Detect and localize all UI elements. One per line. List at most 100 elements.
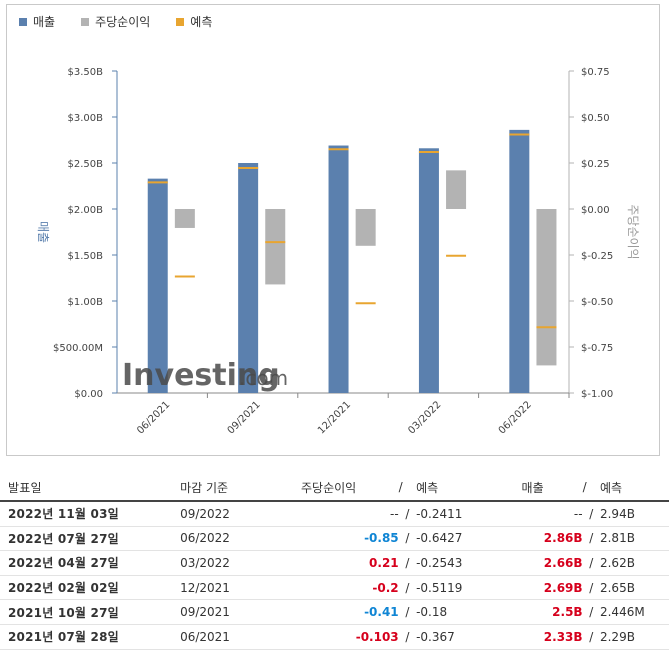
left-axis-title: 매출 <box>36 221 50 243</box>
eps-bar <box>265 209 286 285</box>
row-revenue: 2.33B <box>521 624 583 650</box>
left-tick-label: $1.50B <box>68 251 104 262</box>
left-tick-label: $1.00B <box>68 297 104 308</box>
revenue-swatch <box>19 17 27 26</box>
eps-bar <box>355 209 376 246</box>
legend-item-eps[interactable]: 주당순이익 <box>81 13 150 30</box>
row-date: 2021년 10월 27일 <box>0 599 181 625</box>
row-revenue-forecast: 2.446M <box>599 599 669 625</box>
row-slash-2: / <box>582 526 600 552</box>
earnings-chart-panel: 매출 주당순이익 예측 $0.00 $500.00M $1.00B $1.50B $2.… <box>6 4 660 456</box>
watermark-suffix: .com <box>239 366 288 390</box>
table-row: 2022년 04월 27일 03/2022 0.21 / -0.2543 2.6… <box>0 550 669 576</box>
legend-item-forecast[interactable]: 예측 <box>176 13 212 30</box>
row-slash-2: / <box>582 550 600 576</box>
revenue-bar <box>328 145 349 393</box>
row-revenue: 2.69B <box>521 575 583 601</box>
row-revenue-forecast: 2.94B <box>599 501 669 527</box>
row-eps: -0.41 <box>301 599 399 625</box>
right-tick-label: $0.75 <box>581 67 610 78</box>
left-tick-label: $3.00B <box>68 113 104 124</box>
header-revenue[interactable]: 매출 <box>521 474 583 502</box>
row-eps-forecast: -0.5119 <box>416 575 522 601</box>
row-slash-2: / <box>582 501 600 527</box>
row-revenue: 2.5B <box>521 599 583 625</box>
table-row: 2021년 10월 27일 09/2021 -0.41 / -0.18 2.5B… <box>0 599 669 625</box>
row-date: 2022년 07월 27일 <box>0 526 181 552</box>
x-tick-label: 09/2021 <box>226 399 263 436</box>
right-axis-title: 주당순이익 <box>626 204 640 259</box>
row-period: 09/2022 <box>180 501 302 527</box>
header-slash: / <box>398 474 417 502</box>
row-revenue-forecast: 2.29B <box>599 624 669 650</box>
row-slash: / <box>398 575 417 601</box>
row-date: 2022년 02월 02일 <box>0 575 181 601</box>
row-slash-2: / <box>582 599 600 625</box>
eps-swatch <box>81 17 90 26</box>
row-slash: / <box>398 599 417 625</box>
row-period: 03/2022 <box>180 550 302 576</box>
revenue-bar <box>238 163 259 393</box>
header-slash-2: / <box>582 474 600 502</box>
row-eps-forecast: -0.2543 <box>416 550 522 576</box>
row-date: 2022년 11월 03일 <box>0 501 181 527</box>
row-slash-2: / <box>582 624 600 650</box>
row-eps: 0.21 <box>301 550 399 576</box>
left-tick-label: $0.00 <box>74 389 103 400</box>
row-slash-2: / <box>582 575 600 601</box>
right-tick-label: $-0.75 <box>581 343 613 354</box>
row-revenue-forecast: 2.65B <box>599 575 669 601</box>
table-row: 2021년 07월 28일 06/2021 -0.103 / -0.367 2.… <box>0 624 669 650</box>
left-tick-label: $2.50B <box>68 159 104 170</box>
row-revenue: 2.66B <box>521 550 583 576</box>
header-revenue-forecast[interactable]: 예측 <box>599 474 669 502</box>
row-date: 2021년 07월 28일 <box>0 624 181 650</box>
row-period: 12/2021 <box>180 575 302 601</box>
right-tick-label: $0.50 <box>581 113 610 124</box>
legend-item-revenue[interactable]: 매출 <box>19 13 55 30</box>
row-eps-forecast: -0.2411 <box>416 501 522 527</box>
row-date: 2022년 04월 27일 <box>0 550 181 576</box>
table-row: 2022년 07월 27일 06/2022 -0.85 / -0.6427 2.… <box>0 526 669 552</box>
legend-label-revenue: 매출 <box>33 15 56 29</box>
table-row: 2022년 02월 02일 12/2021 -0.2 / -0.5119 2.6… <box>0 575 669 601</box>
row-eps: -0.85 <box>301 526 399 552</box>
row-eps-forecast: -0.6427 <box>416 526 522 552</box>
header-date[interactable]: 발표일 <box>0 474 181 502</box>
table-header-row: 발표일 마감 기준 주당순이익 / 예측 매출 / 예측 <box>0 474 669 502</box>
earnings-chart: $0.00 $500.00M $1.00B $1.50B $2.00B $2.50B $3.… <box>36 67 640 436</box>
forecast-swatch <box>176 17 185 26</box>
left-tick-label: $2.00B <box>68 205 104 216</box>
row-period: 06/2022 <box>180 526 302 552</box>
chart-legend: 매출 주당순이익 예측 <box>19 13 212 30</box>
right-tick-label: $0.25 <box>581 159 610 170</box>
right-tick-label: $-1.00 <box>581 389 613 400</box>
row-eps-forecast: -0.367 <box>416 624 522 650</box>
revenue-bar <box>147 178 168 393</box>
earnings-history-table: 발표일 마감 기준 주당순이익 / 예측 매출 / 예측 2022년 11월 0… <box>0 474 669 650</box>
investing-watermark: Investing .com <box>122 358 288 393</box>
row-revenue-forecast: 2.81B <box>599 526 669 552</box>
header-eps[interactable]: 주당순이익 <box>301 474 399 502</box>
left-tick-label: $500.00M <box>53 343 103 354</box>
left-tick-label: $3.50B <box>68 67 104 78</box>
row-eps: -- <box>301 501 399 527</box>
row-eps: -0.2 <box>301 575 399 601</box>
x-tick-label: 06/2021 <box>135 399 172 436</box>
eps-bar <box>446 170 467 209</box>
x-tick-label: 06/2022 <box>497 399 534 436</box>
watermark-brand: Investing <box>122 358 280 393</box>
legend-label-eps: 주당순이익 <box>95 15 151 29</box>
row-revenue: 2.86B <box>521 526 583 552</box>
header-period[interactable]: 마감 기준 <box>180 474 302 502</box>
row-slash: / <box>398 526 417 552</box>
row-period: 06/2021 <box>180 624 302 650</box>
revenue-bar <box>509 129 530 393</box>
header-eps-forecast[interactable]: 예측 <box>416 474 522 502</box>
x-tick-label: 03/2022 <box>406 399 443 436</box>
row-eps-forecast: -0.18 <box>416 599 522 625</box>
table-row: 2022년 11월 03일 09/2022 -- / -0.2411 -- / … <box>0 501 669 527</box>
right-tick-label: $0.00 <box>581 205 610 216</box>
right-tick-label: $-0.25 <box>581 251 613 262</box>
row-slash: / <box>398 501 417 527</box>
